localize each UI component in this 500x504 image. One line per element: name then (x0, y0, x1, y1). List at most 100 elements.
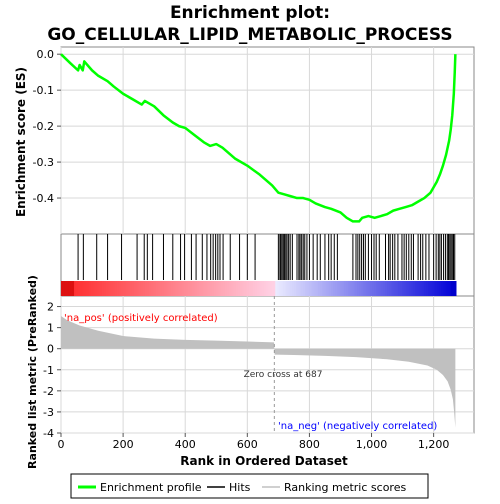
heat-bar-segment (165, 281, 168, 296)
heat-bar-segment (197, 281, 200, 296)
heat-bar-segment (96, 281, 99, 296)
heat-bar-segment (407, 281, 410, 296)
heat-bar-segment (185, 281, 189, 296)
heat-bar-segment (120, 281, 123, 296)
heat-bar-segment (101, 281, 105, 296)
x-tick-label: 1,200 (418, 438, 450, 451)
heat-bar-segment (135, 281, 138, 296)
heat-bar-segment (137, 281, 140, 296)
heat-bar-segment (87, 281, 90, 296)
heat-bar-segment (142, 281, 146, 296)
heat-bar-segment (346, 281, 349, 296)
heat-bar-segment (139, 281, 142, 296)
heat-bar-segment (113, 281, 116, 296)
x-tick-label: 400 (175, 438, 196, 451)
chart-title-line1: Enrichment plot: (170, 3, 330, 23)
heat-bar-segment (318, 281, 321, 296)
ranking-metric-fill (61, 316, 456, 428)
heat-bar-segment (271, 281, 274, 296)
heat-bar-segment (62, 281, 66, 296)
ranked-tick-label: -1 (43, 364, 54, 377)
heat-bar-segment (221, 281, 224, 296)
heat-bar-segment (437, 281, 440, 296)
heat-bar-segment (146, 281, 150, 296)
heat-bar-segment (321, 281, 325, 296)
heat-bar-segment (154, 281, 157, 296)
heat-bar-segment (364, 281, 368, 296)
es-gridlines (60, 47, 474, 234)
heat-bar-segment (191, 281, 194, 296)
enrichment-profile-polyline (60, 53, 457, 223)
heat-bar-segment (172, 281, 176, 296)
heat-bar-segment (278, 281, 282, 296)
heat-bar-segment (342, 281, 345, 296)
heat-bar-segment (79, 281, 82, 296)
heat-bar-segment (163, 281, 166, 296)
heat-bar-segment (301, 281, 304, 296)
heat-bar-segment (223, 281, 226, 296)
heat-bar-segment (314, 281, 317, 296)
heat-bar-segment (68, 281, 71, 296)
heat-bar-segment (122, 281, 125, 296)
heat-bar-segment (183, 281, 187, 296)
heat-bar-segment (193, 281, 196, 296)
heat-bar-segment (109, 281, 112, 296)
heat-bar-segment (338, 281, 341, 296)
heat-bar-segment (61, 281, 64, 296)
heat-bar-segment (347, 281, 351, 296)
heat-bar-segment (74, 281, 77, 296)
heat-bar-segment (275, 281, 278, 296)
heat-bar-segment (411, 281, 414, 296)
heat-bar-segment (357, 281, 360, 296)
heat-bar-segment (439, 281, 442, 296)
heat-bar-segment (401, 281, 405, 296)
heat-bar-segment (396, 281, 399, 296)
ranking-metric-area (61, 296, 456, 433)
heat-bar-segment (375, 281, 379, 296)
heat-bar-segment (381, 281, 384, 296)
heat-bar-segment (247, 281, 250, 296)
heat-bar-segment (159, 281, 163, 296)
es-panel-frame (60, 46, 475, 235)
heat-bar-segment (286, 281, 289, 296)
heat-bar-segment (144, 281, 148, 296)
rank-heat-bar (61, 281, 457, 296)
heat-bar-segment (206, 281, 209, 296)
heat-bar-segment (150, 281, 153, 296)
hit-markers (77, 234, 456, 280)
heat-bar-segment (282, 281, 286, 296)
heat-bar-segment (424, 281, 427, 296)
heat-bar-segment (105, 281, 109, 296)
heat-bar-segment (284, 281, 287, 296)
heat-bar-segment (446, 281, 450, 296)
heat-bar-segment (187, 281, 191, 296)
heat-bar-segment (195, 281, 198, 296)
heat-bar-segment (103, 281, 107, 296)
heat-bar-segment (392, 281, 396, 296)
heat-bar-segment (374, 281, 377, 296)
heat-bar-segment (336, 281, 340, 296)
heat-bar-segment (452, 281, 455, 296)
ranked-tick-label: 0 (47, 343, 54, 356)
heat-bar-segment (372, 281, 375, 296)
heat-bar-segment (176, 281, 179, 296)
heat-bar-segment (415, 281, 418, 296)
heat-bar-segment (394, 281, 397, 296)
heat-bar-segment (249, 281, 252, 296)
heat-bar-segment (303, 281, 306, 296)
heat-bar-segment (239, 281, 243, 296)
heat-bar-segment (312, 281, 315, 296)
heat-bar-segment (254, 281, 258, 296)
zero-cross-label: Zero cross at 687 (244, 370, 323, 380)
heat-bar-segment (422, 281, 425, 296)
heat-bar-segment (297, 281, 300, 296)
ranked-tick-label: -2 (43, 385, 54, 398)
heat-bar-segment (327, 281, 330, 296)
ranked-y-axis: 2 1 0 -1 -2 -3 -4 (43, 301, 61, 440)
heat-bar-segment (260, 281, 263, 296)
heat-bar-segment (215, 281, 219, 296)
heat-bar-segment (251, 281, 254, 296)
heat-bar-segment (198, 281, 202, 296)
heat-bar-segment (316, 281, 319, 296)
x-tick-label: 0 (58, 438, 65, 451)
